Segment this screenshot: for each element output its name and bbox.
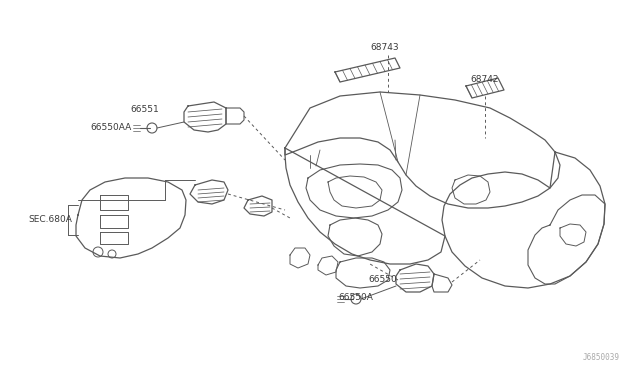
- Text: 66550: 66550: [368, 276, 397, 285]
- Text: 66550A: 66550A: [338, 294, 373, 302]
- Text: 68743: 68743: [370, 44, 399, 52]
- Text: 66550AA: 66550AA: [90, 124, 131, 132]
- Text: 68742: 68742: [470, 76, 499, 84]
- Text: J6850039: J6850039: [583, 353, 620, 362]
- Text: SEC.680A: SEC.680A: [28, 215, 72, 224]
- Text: 66551: 66551: [130, 106, 159, 115]
